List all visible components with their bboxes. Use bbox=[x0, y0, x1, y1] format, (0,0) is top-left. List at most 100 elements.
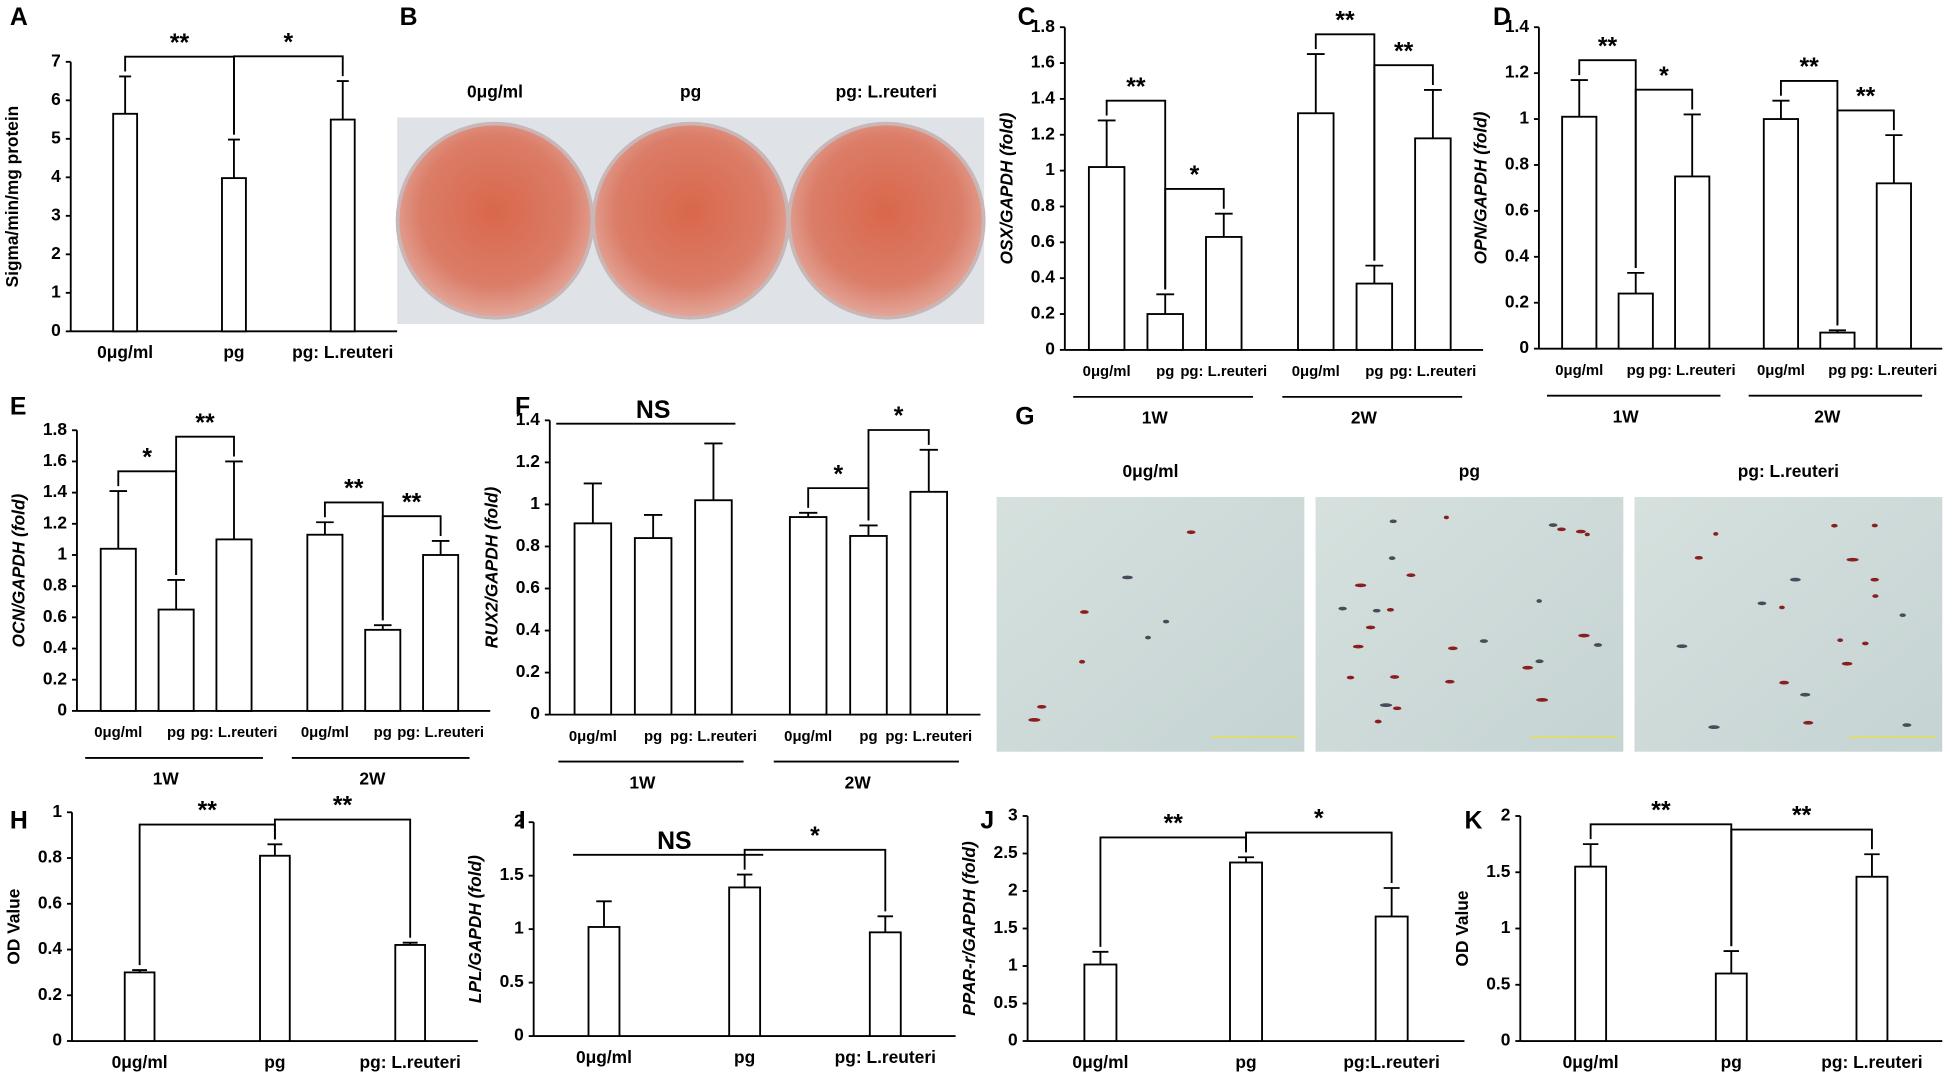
y-tick-label: 0.5 bbox=[500, 971, 524, 991]
stained-cell bbox=[1479, 639, 1488, 643]
image-label: pg bbox=[1459, 461, 1480, 481]
error-bar bbox=[1582, 843, 1599, 867]
significance-bracket bbox=[1836, 109, 1895, 326]
bar bbox=[329, 118, 356, 333]
bar bbox=[1561, 115, 1598, 350]
y-tick-label: 1.5 bbox=[1486, 861, 1510, 881]
stained-cell bbox=[1676, 644, 1688, 649]
significance-label: ** bbox=[402, 489, 422, 516]
x-tick-label: pg bbox=[1721, 1052, 1742, 1072]
stained-cell bbox=[1846, 557, 1859, 562]
y-tick-label: 0 bbox=[1045, 338, 1055, 358]
x-tick-label: pg bbox=[1627, 363, 1645, 379]
bar bbox=[1674, 175, 1711, 350]
stained-cell bbox=[1037, 704, 1047, 709]
error-bar bbox=[119, 75, 132, 114]
significance-bracket bbox=[1164, 187, 1225, 290]
bar bbox=[1875, 182, 1912, 350]
x-tick-label: pg bbox=[223, 342, 244, 362]
significance-label: ** bbox=[195, 410, 215, 437]
x-tick-label: pg: L.reuteri bbox=[1389, 364, 1476, 380]
y-tick-label: 0 bbox=[1008, 1030, 1018, 1050]
y-tick-label: 1.8 bbox=[1031, 16, 1055, 36]
stained-cell bbox=[1694, 555, 1703, 560]
significance-label: ** bbox=[1856, 84, 1876, 111]
significance-label: ** bbox=[1335, 8, 1355, 35]
stained-cell bbox=[1708, 725, 1720, 729]
bar bbox=[259, 854, 291, 1042]
y-tick-label: 0.4 bbox=[43, 637, 67, 657]
stained-cell bbox=[1578, 633, 1590, 638]
panel-letter: C bbox=[1018, 4, 1036, 31]
error-bar bbox=[227, 138, 240, 179]
x-tick-label: 0μg/ml bbox=[1555, 363, 1603, 379]
y-tick-label: 4 bbox=[51, 166, 61, 186]
error-bar bbox=[704, 442, 723, 501]
stained-cell bbox=[1445, 679, 1455, 684]
x-tick-label: 0μg/ml bbox=[1072, 1052, 1128, 1072]
stained-cell bbox=[1162, 619, 1170, 624]
error-bar bbox=[1238, 856, 1255, 863]
error-bar bbox=[583, 482, 603, 524]
stained-cell bbox=[1386, 607, 1395, 612]
x-tick-label: pg bbox=[1235, 1052, 1256, 1072]
x-tick-label: 0μg/ml bbox=[576, 1047, 632, 1067]
y-tick-label: 7 bbox=[51, 50, 61, 70]
stained-cell bbox=[1354, 583, 1367, 588]
error-bar bbox=[167, 579, 185, 610]
bar bbox=[1205, 236, 1243, 351]
stained-cell bbox=[1080, 610, 1089, 614]
y-tick-label: 0 bbox=[514, 1025, 524, 1045]
y-tick-label: 2 bbox=[514, 811, 524, 831]
y-tick-label: 1 bbox=[1045, 159, 1055, 179]
error-bar bbox=[1570, 79, 1588, 117]
group-label: 1W bbox=[1613, 406, 1640, 426]
significance-bracket bbox=[233, 55, 344, 135]
image-label: pg: L.reuteri bbox=[1738, 461, 1839, 481]
bar bbox=[1297, 112, 1335, 351]
bar bbox=[694, 499, 733, 716]
panel-letter: I bbox=[519, 808, 526, 835]
panel-letter: J bbox=[980, 808, 994, 835]
bar bbox=[221, 177, 247, 333]
bar bbox=[215, 538, 253, 712]
group-label: 1W bbox=[1142, 408, 1169, 428]
y-tick-label: 1 bbox=[1501, 917, 1511, 937]
stained-cell bbox=[1443, 515, 1449, 520]
panel-letter: G bbox=[1015, 403, 1034, 430]
significance-bracket bbox=[1245, 831, 1393, 884]
image-label: 0μg/ml bbox=[1122, 461, 1178, 481]
x-tick-label: 0μg/ml bbox=[97, 342, 153, 362]
y-tick-label: 0.4 bbox=[1505, 245, 1529, 265]
significance-label: ** bbox=[1126, 74, 1146, 101]
stained-cell bbox=[1390, 675, 1400, 679]
y-tick-label: 0.8 bbox=[38, 847, 62, 867]
y-tick-label: 0.4 bbox=[516, 619, 540, 639]
stained-cell bbox=[1584, 532, 1590, 537]
significance-label: NS bbox=[657, 828, 691, 855]
x-tick-label: pg: L.reuteri bbox=[670, 729, 757, 745]
y-axis-label: OD Value bbox=[3, 888, 23, 964]
stained-cell bbox=[1713, 532, 1719, 536]
image-label: pg: L.reuteri bbox=[836, 81, 937, 101]
x-tick-label: pg: L.reuteri bbox=[835, 1047, 936, 1067]
y-tick-label: 1.2 bbox=[43, 512, 67, 532]
error-bar bbox=[402, 941, 418, 945]
stained-cell bbox=[1831, 523, 1838, 528]
x-tick-label: 0μg/ml bbox=[112, 1052, 168, 1072]
y-tick-label: 1.2 bbox=[516, 451, 540, 471]
y-tick-label: 1.4 bbox=[516, 409, 540, 429]
x-tick-label: pg bbox=[1156, 364, 1174, 380]
bar bbox=[573, 522, 613, 716]
significance-bracket bbox=[138, 823, 276, 966]
bar bbox=[909, 490, 949, 716]
error-bar bbox=[643, 514, 663, 539]
image-label: 0μg/ml bbox=[467, 81, 523, 101]
y-tick-label: 2 bbox=[1008, 880, 1018, 900]
significance-bracket bbox=[1730, 828, 1873, 947]
stained-cell bbox=[1535, 659, 1544, 664]
error-bar bbox=[1885, 134, 1903, 184]
y-tick-label: 0.2 bbox=[516, 661, 540, 681]
y-tick-label: 1 bbox=[1008, 955, 1018, 975]
stained-cell bbox=[1593, 643, 1603, 647]
